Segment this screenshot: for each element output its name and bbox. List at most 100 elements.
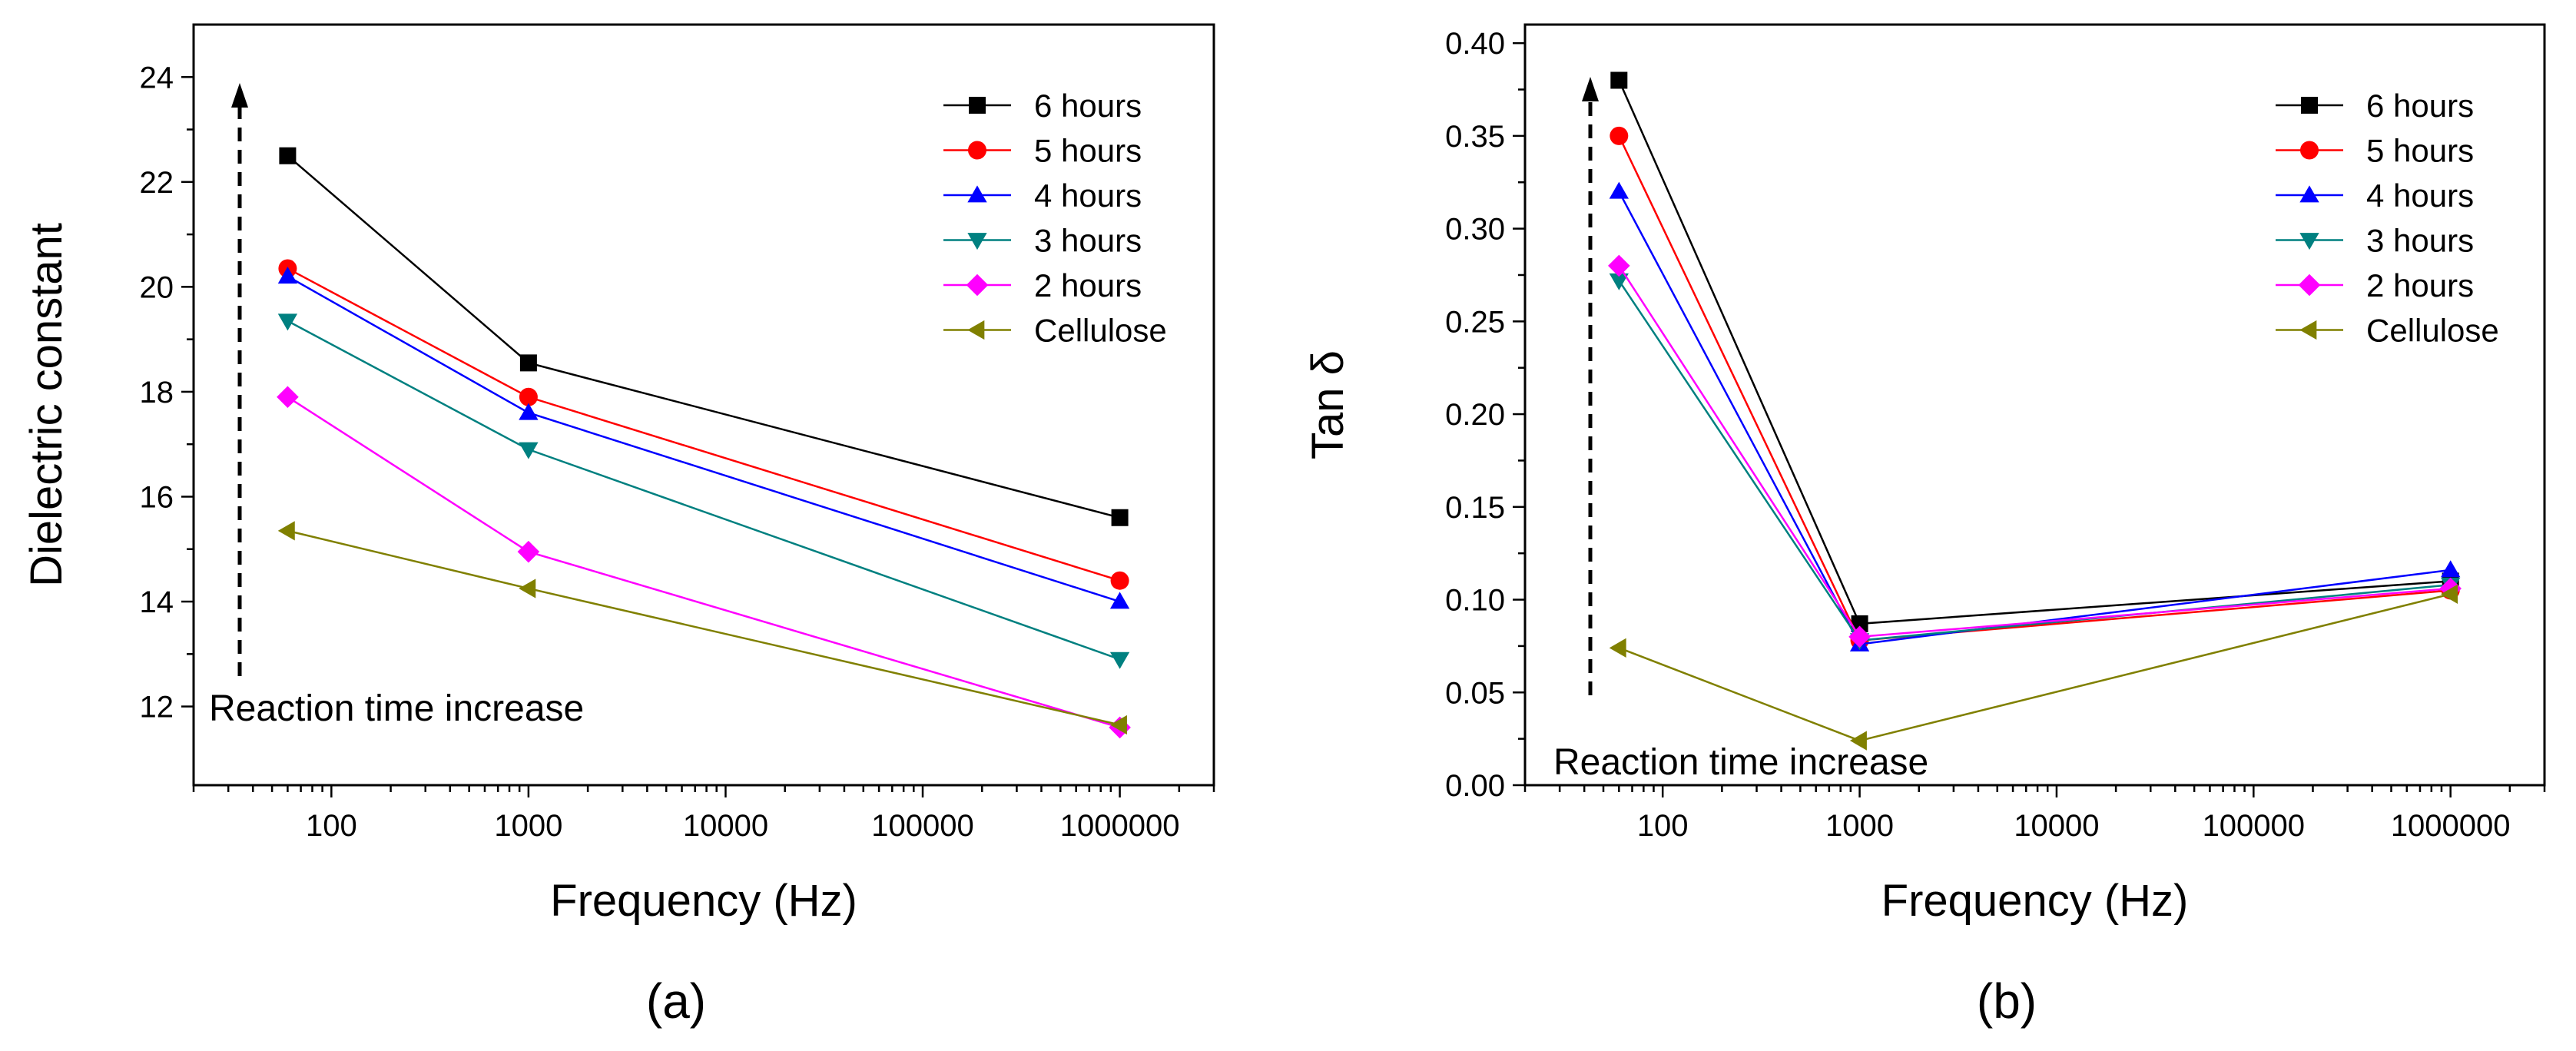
data-point (277, 267, 298, 284)
data-point (519, 354, 537, 372)
x-tick-label: 1000 (1825, 809, 1894, 843)
data-point (1609, 273, 1629, 290)
data-point (519, 403, 539, 420)
data-point (1610, 71, 1628, 89)
data-point (1609, 181, 1629, 199)
legend-label: Cellulose (2366, 313, 2499, 349)
series-line (1618, 135, 2451, 642)
data-point (1609, 638, 1626, 658)
legend-marker (966, 274, 989, 297)
data-point (2441, 584, 2458, 604)
legend-item: 5 hours (2276, 133, 2474, 169)
data-point (277, 521, 295, 541)
data-point (519, 442, 539, 459)
legend-marker (967, 320, 985, 340)
x-axis-title: Frequency (Hz) (1881, 876, 2189, 926)
data-point (1111, 509, 1129, 526)
series-line (1618, 191, 2451, 645)
x-tick-label: 1000 (494, 809, 562, 843)
legend-item: 3 hours (943, 223, 1142, 259)
legend-label: 4 hours (1034, 177, 1142, 214)
y-tick-label: 0.05 (1445, 676, 1505, 710)
panel-a: 100 1000 10000 100000 1000000 12 14 16 18 20 22 24 F… (22, 23, 1215, 1029)
annotation-arrow-head (1582, 77, 1599, 101)
series-line (1618, 265, 2451, 638)
legend-label: 5 hours (2366, 133, 2474, 169)
y-tick-label: 0.35 (1445, 120, 1505, 154)
legend-marker (2299, 185, 2319, 203)
legend-label: 6 hours (2366, 88, 2474, 124)
y-tick-label: 0.25 (1445, 305, 1505, 339)
legend-item: 6 hours (2276, 88, 2474, 124)
legend-marker (2299, 233, 2319, 250)
y-tick-label: 0.00 (1445, 769, 1505, 803)
data-point (2441, 560, 2461, 578)
legend-item: Cellulose (943, 313, 1167, 349)
legend-label: 2 hours (1034, 267, 1142, 303)
x-tick-label: 10000 (683, 809, 768, 843)
data-point (1849, 731, 1867, 751)
data-point (1610, 126, 1629, 145)
series-line (287, 320, 1121, 661)
data-point (1109, 714, 1127, 735)
series-line (287, 275, 1120, 603)
legend-label: 3 hours (1034, 223, 1142, 259)
y-tick-label: 20 (140, 270, 174, 304)
panel-caption: (a) (646, 973, 706, 1029)
x-tick-label: 10000 (2014, 809, 2099, 843)
data-point (519, 579, 536, 598)
legend-marker (967, 185, 987, 203)
legend-item: 4 hours (943, 177, 1142, 214)
y-tick-label: 12 (140, 691, 174, 724)
y-tick-label: 14 (140, 585, 174, 619)
series-line (287, 154, 1120, 519)
legend-label: 2 hours (2366, 267, 2474, 303)
y-axis-title: Tan δ (1303, 350, 1353, 459)
legend-item: 5 hours (943, 133, 1142, 169)
plot-frame (192, 23, 1215, 787)
annotation-arrow-head (231, 83, 248, 108)
y-axis-title: Dielectric constant (22, 223, 71, 587)
y-tick-label: 0.15 (1445, 491, 1505, 525)
data-point (1851, 615, 1868, 632)
x-tick-label: 100000 (2203, 809, 2305, 843)
legend-marker (2298, 274, 2321, 297)
legend-item: 6 hours (943, 88, 1142, 124)
data-point (1109, 651, 1130, 669)
legend-item: 4 hours (2276, 177, 2474, 214)
legend-marker (969, 97, 986, 114)
legend-label: Cellulose (1034, 313, 1167, 349)
series-line (1618, 593, 2451, 742)
annotation-text: Reaction time increase (209, 688, 584, 729)
series-line (287, 267, 1120, 582)
x-tick-label: 1000000 (2391, 809, 2511, 843)
x-axis-title: Frequency (Hz) (550, 876, 857, 926)
y-tick-label: 0.30 (1445, 213, 1505, 247)
legend-marker (2300, 141, 2319, 160)
legend-label: 5 hours (1034, 133, 1142, 169)
legend-item: Cellulose (2276, 313, 2499, 349)
x-tick-label: 1000000 (1060, 809, 1180, 843)
data-point (1848, 625, 1871, 648)
data-point (277, 313, 298, 331)
legend-item: 2 hours (2276, 267, 2474, 303)
y-tick-label: 0.10 (1445, 584, 1505, 618)
x-tick-label: 100 (306, 809, 357, 843)
legend-marker (968, 141, 986, 160)
legend-marker (2301, 97, 2318, 114)
y-tick-label: 24 (140, 61, 174, 94)
legend-label: 3 hours (2366, 223, 2474, 259)
data-point (277, 386, 299, 409)
y-tick-label: 0.40 (1445, 27, 1505, 61)
x-tick-label: 100000 (871, 809, 973, 843)
data-point (1109, 592, 1130, 609)
legend-item: 3 hours (2276, 223, 2474, 259)
data-point (517, 540, 540, 563)
y-tick-label: 18 (140, 376, 174, 409)
data-point (1110, 571, 1129, 590)
y-tick-label: 16 (140, 480, 174, 514)
legend-marker (2299, 320, 2317, 340)
data-point (1608, 254, 1630, 277)
x-tick-label: 100 (1637, 809, 1689, 843)
